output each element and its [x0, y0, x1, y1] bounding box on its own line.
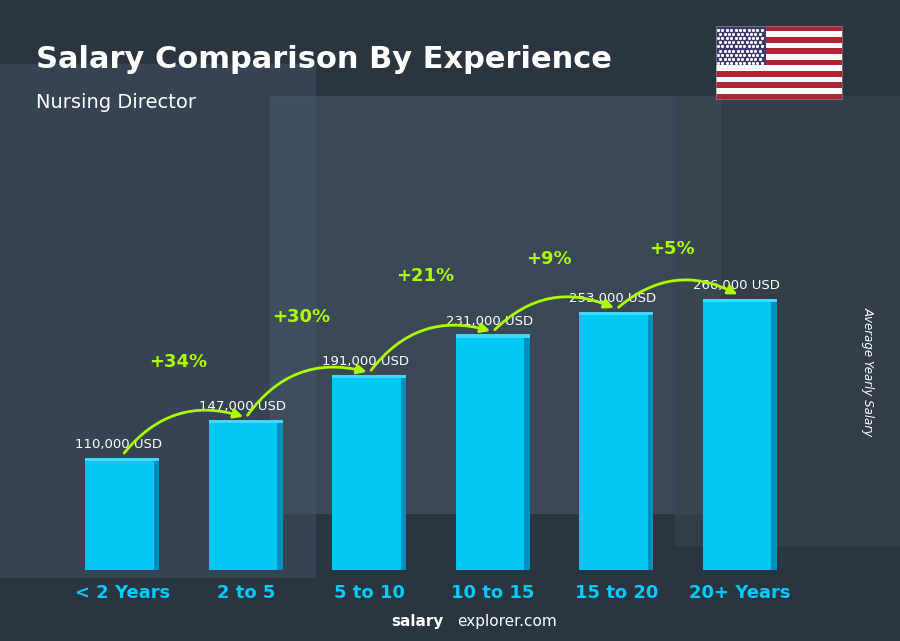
Bar: [716, 60, 842, 65]
Bar: [716, 43, 842, 48]
Bar: [703, 299, 777, 302]
Bar: [716, 65, 842, 71]
Bar: [580, 312, 653, 315]
Bar: [716, 48, 842, 54]
Bar: [716, 26, 766, 65]
Text: 253,000 USD: 253,000 USD: [569, 292, 656, 305]
Bar: [716, 31, 842, 37]
Bar: [716, 77, 842, 82]
Text: +34%: +34%: [148, 353, 207, 371]
Text: Salary Comparison By Experience: Salary Comparison By Experience: [36, 45, 612, 74]
Text: +30%: +30%: [273, 308, 330, 326]
Text: explorer.com: explorer.com: [457, 615, 557, 629]
Bar: [456, 335, 530, 338]
Bar: [400, 375, 407, 570]
Bar: [647, 312, 653, 570]
Bar: [332, 375, 407, 378]
Text: Nursing Director: Nursing Director: [36, 93, 196, 112]
Text: salary: salary: [392, 615, 444, 629]
Bar: [580, 312, 653, 570]
Bar: [716, 54, 842, 60]
Bar: [86, 458, 159, 570]
Bar: [332, 375, 407, 570]
Bar: [86, 458, 159, 462]
Bar: [716, 94, 842, 99]
Text: +5%: +5%: [649, 240, 695, 258]
Text: 110,000 USD: 110,000 USD: [76, 438, 162, 451]
Bar: [524, 335, 530, 570]
Bar: [154, 458, 159, 570]
Text: +9%: +9%: [526, 251, 572, 269]
Bar: [716, 26, 842, 31]
Bar: [209, 420, 283, 570]
Bar: [456, 335, 530, 570]
Bar: [0, 64, 315, 577]
Text: 147,000 USD: 147,000 USD: [199, 401, 285, 413]
Bar: [270, 96, 720, 513]
Bar: [716, 82, 842, 88]
Text: +21%: +21%: [396, 267, 454, 285]
Text: 191,000 USD: 191,000 USD: [322, 355, 410, 369]
Bar: [716, 71, 842, 77]
Bar: [703, 299, 777, 570]
Text: 266,000 USD: 266,000 USD: [693, 279, 779, 292]
Bar: [675, 96, 900, 545]
Text: Average Yearly Salary: Average Yearly Salary: [862, 307, 875, 437]
Bar: [716, 37, 842, 43]
Bar: [277, 420, 283, 570]
Bar: [771, 299, 777, 570]
Text: 231,000 USD: 231,000 USD: [446, 315, 533, 328]
Bar: [716, 88, 842, 94]
Bar: [209, 420, 283, 424]
